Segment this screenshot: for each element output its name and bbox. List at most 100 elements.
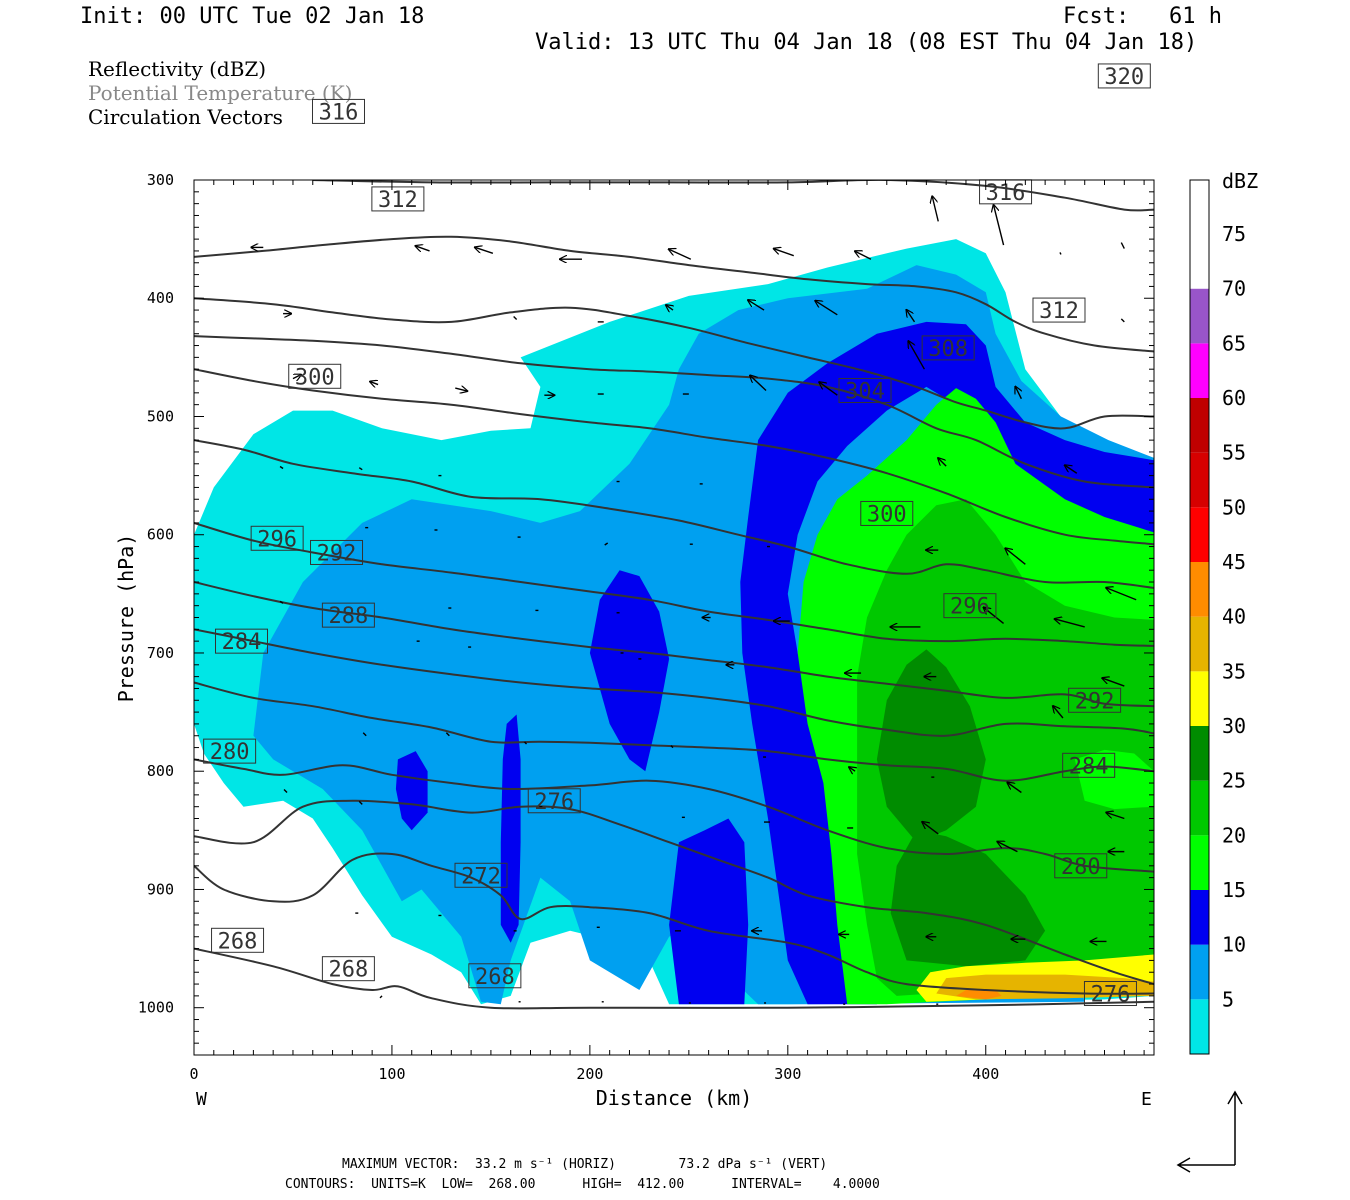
colorbar-swatch [1190, 616, 1209, 672]
circulation-vector [1005, 548, 1026, 565]
colorbar-unit: dBZ [1222, 169, 1258, 193]
contour-label-box [1083, 981, 1137, 1007]
contour-label-292: 292 [317, 541, 357, 566]
circulation-vector [670, 745, 674, 749]
colorbar-tick-label: 20 [1222, 823, 1246, 847]
contour-label-268: 268 [475, 965, 515, 990]
circulation-vector [279, 600, 284, 604]
contour-label-296: 296 [950, 595, 990, 620]
contour-label-300: 300 [295, 365, 335, 390]
colorbar-swatch [1190, 288, 1209, 344]
contour-label-box [1054, 853, 1108, 879]
circulation-vector [997, 842, 1018, 853]
y-tick-label: 900 [147, 880, 174, 898]
reference-vector-icon [1176, 1090, 1243, 1173]
circulation-vector [849, 767, 855, 771]
circulation-vector [984, 607, 1005, 624]
circulation-vector [1102, 678, 1125, 687]
circulation-vector [604, 542, 609, 546]
circulation-vector [362, 732, 367, 737]
contour-label-308: 308 [928, 337, 968, 362]
colorbar-tick-label: 25 [1222, 769, 1246, 793]
theta-contour-272 [194, 852, 1154, 995]
x-tick-label: 0 [189, 1065, 198, 1083]
colorbar-swatch [1190, 999, 1209, 1054]
y-axis-label: Pressure (hPa) [114, 534, 138, 703]
colorbar-tick-label: 65 [1222, 331, 1246, 355]
circulation-vector [513, 316, 518, 321]
colorbar-tick-label: 5 [1222, 987, 1234, 1011]
contour-label-box [1032, 297, 1086, 323]
circulation-vector [922, 822, 939, 835]
circulation-vector [748, 300, 765, 311]
contour-label-280: 280 [210, 740, 250, 765]
contour-label-box [211, 927, 265, 953]
contour-label-box [250, 525, 304, 551]
contour-label-284: 284 [1069, 754, 1109, 779]
circulation-vector [932, 196, 939, 222]
colorbar-swatch [1190, 780, 1209, 836]
circulation-vector [666, 305, 673, 310]
colorbar-swatch [1190, 835, 1209, 890]
contour-label-box [288, 363, 342, 389]
circulation-vector [416, 246, 430, 251]
circulation-vector [1120, 242, 1125, 249]
reflectivity-region-15dbz [500, 714, 521, 943]
contour-label-box [203, 738, 257, 764]
reflectivity-region-20dbz [1074, 749, 1154, 810]
circulation-vector [370, 382, 379, 385]
contour-label-284: 284 [222, 630, 262, 655]
contour-label-312: 312 [1039, 299, 1079, 324]
theta-contour-316 [194, 235, 1154, 353]
colorbar-tick-label: 45 [1222, 550, 1246, 574]
theta-contour-308 [194, 335, 1154, 489]
x-tick-label: 100 [378, 1065, 405, 1083]
theta-contour-312 [194, 297, 1154, 430]
circulation-vector [938, 458, 947, 467]
contour-label-296: 296 [257, 527, 297, 552]
legend-circulation-vectors: Circulation Vectors [88, 105, 283, 129]
circulation-vector [1015, 387, 1021, 400]
contour-label-272: 272 [461, 864, 501, 889]
x-tick-label: 400 [972, 1065, 999, 1083]
circulation-vector [1120, 318, 1125, 323]
circulation-vector [1053, 706, 1064, 719]
circulation-vector [524, 741, 528, 745]
colorbar: 5 10 15 20 25 30 35 40 45 50 55 60 65 70 75 dBZ [1189, 169, 1258, 1055]
circulation-vector [379, 995, 383, 999]
circulation-vector [358, 467, 363, 471]
theta-contour-268 [194, 947, 1154, 1010]
vector-layer [251, 196, 1137, 1005]
contour-label-box [527, 788, 581, 814]
init-time: Init: 00 UTC Tue 02 Jan 18 [80, 4, 425, 29]
contour-label-300: 300 [867, 502, 907, 527]
circulation-vector [279, 465, 284, 470]
colorbar-swatch [1190, 726, 1209, 781]
contour-label-box [468, 963, 522, 989]
colorbar-tick-label: 30 [1222, 714, 1246, 738]
y-tick-label: 1000 [138, 999, 174, 1017]
circulation-vector [815, 301, 838, 316]
east-label: E [1141, 1089, 1152, 1110]
theta-contour-276 [194, 799, 1154, 986]
colorbar-swatch [1190, 671, 1209, 726]
colorbar-tick-label: 55 [1222, 441, 1246, 465]
theta-contour-320 [312, 180, 1154, 212]
reflectivity-region-15dbz [589, 570, 670, 772]
theta-contour-layer [194, 180, 1154, 1010]
contour-label-320: 320 [1104, 65, 1144, 90]
contour-label-box [454, 862, 508, 888]
contour-label-312: 312 [378, 188, 418, 213]
theta-contour-284 [194, 681, 1154, 782]
west-label: W [196, 1089, 207, 1110]
circulation-vector [445, 732, 450, 737]
x-axis-label: Distance (km) [596, 1086, 753, 1110]
contour-label-280: 280 [1061, 855, 1101, 880]
colorbar-tick-label: 35 [1222, 659, 1246, 683]
colorbar-tick-label: 40 [1222, 605, 1246, 629]
theta-contour-304 [194, 368, 1154, 546]
colorbar-tick-label: 75 [1222, 222, 1246, 246]
circulation-vector [669, 249, 692, 260]
colorbar-frame [1189, 179, 1210, 1055]
legend-reflectivity: Reflectivity (dBZ) [88, 57, 267, 81]
